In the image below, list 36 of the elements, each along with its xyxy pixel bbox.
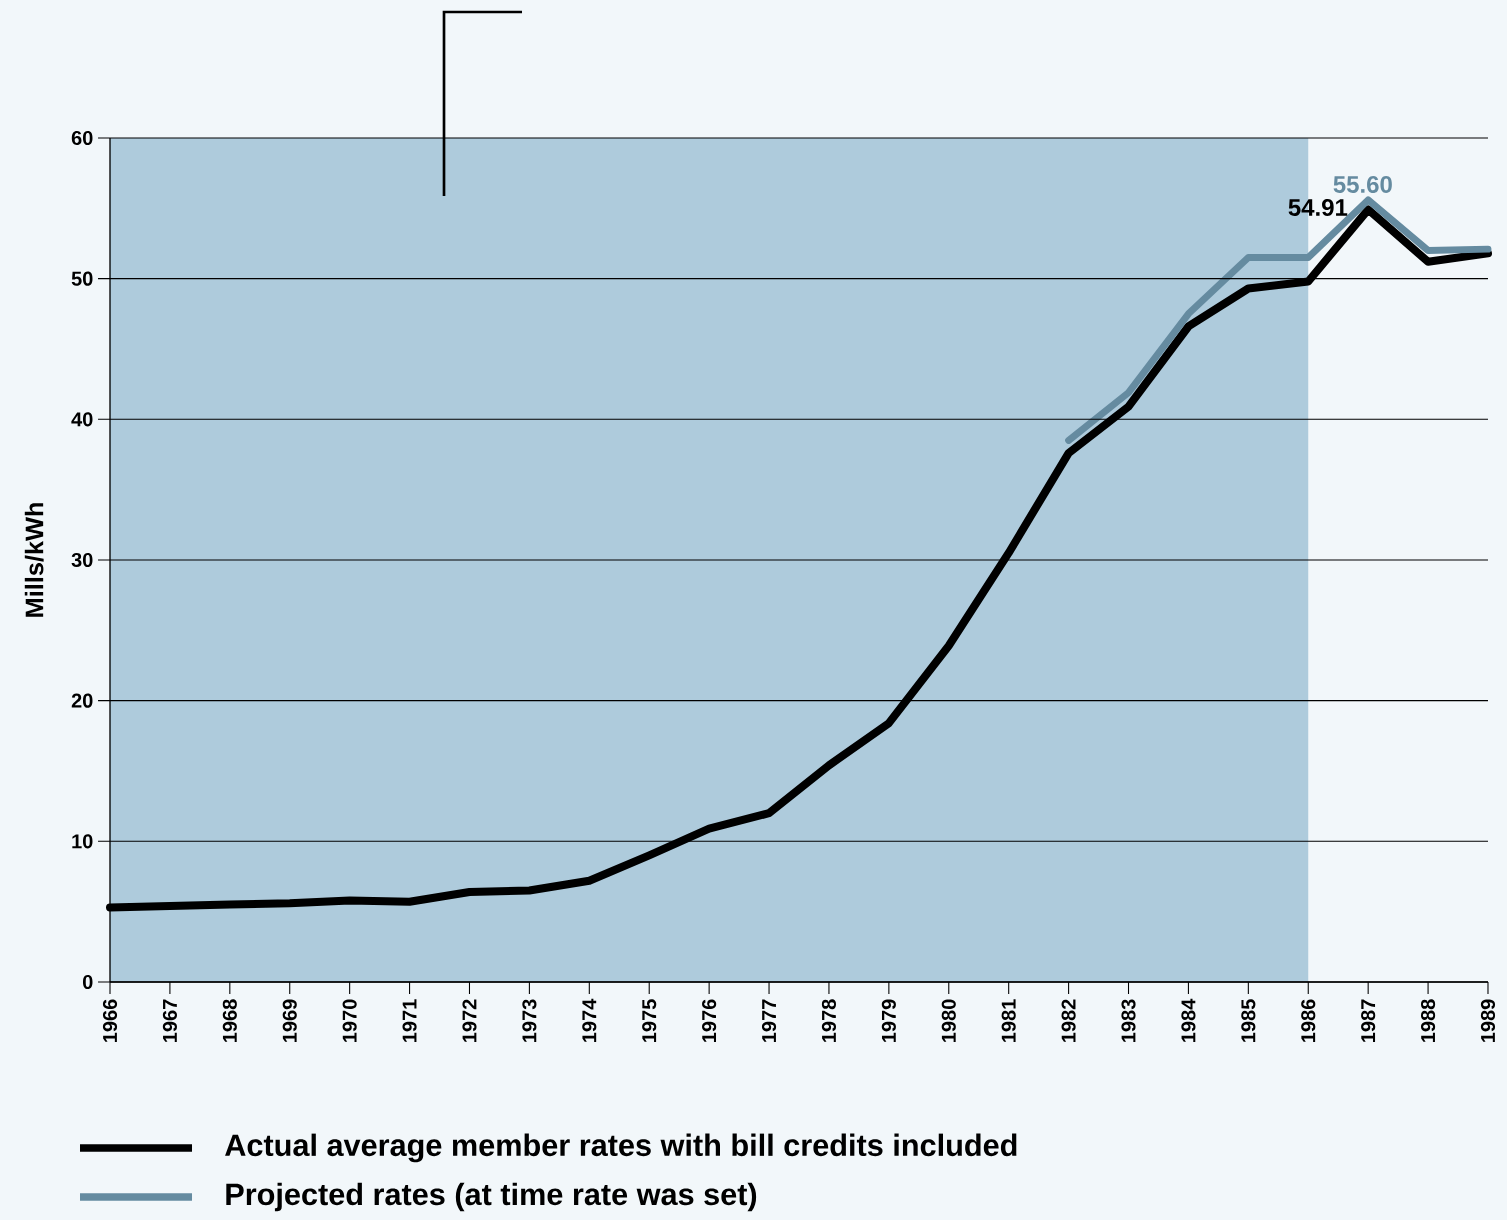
x-tick-label: 1977	[761, 999, 777, 1042]
y-axis-title: Mills/kWh	[24, 503, 44, 617]
y-tick-label: 30	[71, 552, 93, 568]
x-tick-label: 1969	[282, 999, 297, 1042]
legend-label: Projected rates (at time rate was set)	[226, 1182, 757, 1212]
y-tick-label: 10	[72, 834, 93, 849]
data-label: 54.91	[1288, 198, 1348, 216]
data-label: 55.60	[1333, 175, 1392, 193]
y-tick-label: 50	[71, 271, 93, 286]
x-tick-label: 1973	[522, 999, 537, 1042]
x-tick-label: 1988	[1420, 999, 1436, 1042]
y-tick-label: 0	[83, 974, 93, 990]
y-tick-label: 60	[71, 130, 93, 146]
x-tick-label: 1984	[1181, 998, 1196, 1042]
x-tick-label: 1987	[1361, 999, 1376, 1042]
x-tick-label: 1970	[342, 999, 357, 1042]
x-tick-label: 1980	[941, 999, 956, 1042]
x-tick-label: 1968	[222, 999, 237, 1042]
x-tick-label: 1981	[1001, 999, 1016, 1042]
y-tick-label: 40	[71, 412, 93, 427]
x-tick-label: 1989	[1480, 999, 1496, 1042]
x-tick-label: 1985	[1241, 999, 1256, 1042]
y-tick-label: 20	[71, 693, 93, 708]
x-tick-label: 1983	[1121, 999, 1136, 1042]
x-tick-label: 1986	[1301, 999, 1316, 1042]
x-tick-label: 1974	[582, 998, 597, 1042]
legend-label: Actual average member rates with bill credits included	[225, 1133, 1017, 1163]
x-tick-label: 1978	[821, 999, 837, 1042]
x-tick-label: 1982	[1061, 999, 1076, 1042]
x-tick-label: 1976	[702, 999, 717, 1042]
x-tick-label: 1966	[102, 999, 118, 1042]
x-tick-label: 1967	[162, 999, 177, 1042]
x-tick-label: 1975	[642, 999, 657, 1042]
x-tick-label: 1971	[402, 999, 417, 1042]
x-tick-label: 1972	[462, 999, 477, 1042]
x-tick-label: 1979	[881, 999, 896, 1042]
